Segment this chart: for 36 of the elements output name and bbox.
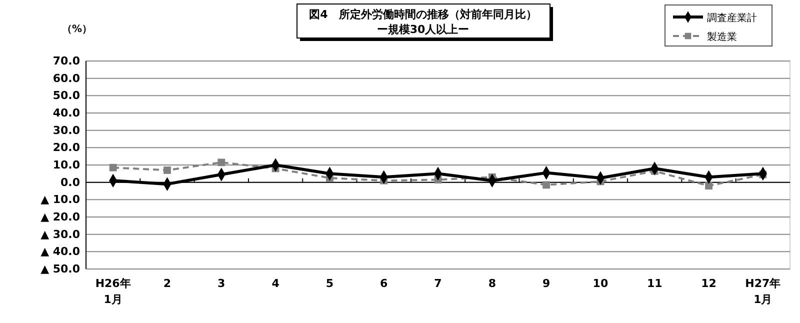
x-tick-label: 12 xyxy=(701,277,716,290)
y-tick-label: 70.0 xyxy=(52,54,80,68)
x-tick-label: 2 xyxy=(163,277,172,290)
y-tick-label: 20.0 xyxy=(52,141,80,154)
y-tick-label: 40.0 xyxy=(52,106,80,120)
y-tick-label: 50.0 xyxy=(52,89,80,102)
y-tick-label: 60.0 xyxy=(52,72,80,85)
point xyxy=(164,166,171,174)
y-tick-label: ▲ 40.0 xyxy=(40,245,80,258)
y-tick-label: ▲ 10.0 xyxy=(40,193,80,206)
legend-label: 製造業 xyxy=(707,31,737,43)
chart-subtitle: ー規模30人以上ー xyxy=(376,23,470,36)
y-tick-label: ▲ 20.0 xyxy=(40,210,80,224)
x-tick-label: 9 xyxy=(542,277,550,290)
y-tick-label: 30.0 xyxy=(52,124,80,137)
x-tick-label: 8 xyxy=(488,277,496,290)
x-tick-label: H27年 1月 xyxy=(745,277,781,306)
y-tick-label: 0.0 xyxy=(60,176,80,189)
chart-title: 図4 所定外労働時間の推移（対前年同月比） xyxy=(309,8,537,21)
point xyxy=(542,181,550,189)
point xyxy=(705,182,712,190)
x-tick-label: 6 xyxy=(380,277,388,290)
point xyxy=(109,164,117,172)
y-tick-label: ▲ 50.0 xyxy=(40,262,80,276)
y-tick-label: 10.0 xyxy=(52,158,80,172)
y-tick-label: ▲ 30.0 xyxy=(40,228,80,241)
legend-label: 調査産業計 xyxy=(707,12,757,24)
x-tick-label: 10 xyxy=(592,277,608,290)
x-tick-label: 3 xyxy=(218,277,226,290)
x-tick-label: 4 xyxy=(272,277,280,290)
x-tick-label: 11 xyxy=(646,277,662,290)
point xyxy=(218,158,226,166)
y-axis-title: （%） xyxy=(62,24,92,35)
x-tick-label: 5 xyxy=(326,277,334,290)
x-tick-label: H26年 1月 xyxy=(95,277,131,306)
x-tick-label: 7 xyxy=(434,277,442,290)
